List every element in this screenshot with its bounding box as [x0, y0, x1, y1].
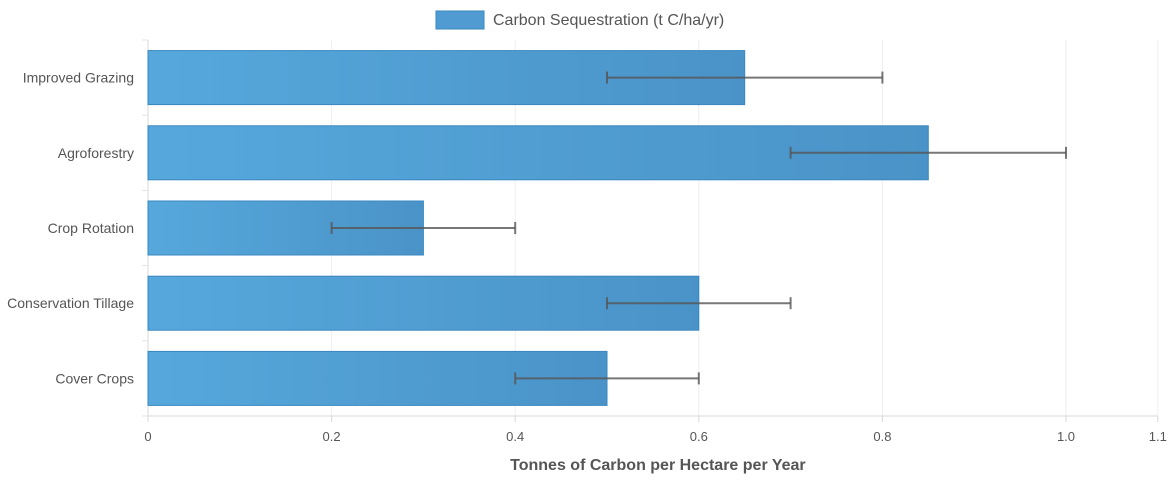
legend-label: Carbon Sequestration (t C/ha/yr)	[493, 12, 724, 29]
category-label: Improved Grazing	[23, 70, 134, 86]
legend-swatch	[435, 10, 485, 30]
x-tick-label: 1.0	[1057, 429, 1075, 444]
x-tick-label: 0.2	[323, 429, 341, 444]
category-label: Cover Crops	[55, 370, 134, 386]
x-tick-label: 0.6	[690, 429, 708, 444]
x-tick-label: 0.8	[873, 429, 891, 444]
error-bars	[330, 71, 1067, 385]
category-label: Crop Rotation	[48, 220, 134, 236]
bars	[147, 50, 929, 406]
axes: 0 0.2 0.4 0.6 0.8 1.0 1.1 Improved Grazing Agrof…	[7, 39, 1167, 444]
x-tick-label: 0	[144, 429, 151, 444]
category-label: Agroforestry	[58, 145, 134, 161]
x-tick-label: 1.1	[1149, 429, 1167, 444]
category-label: Conservation Tillage	[7, 295, 134, 311]
x-axis-title: Tonnes of Carbon per Hectare per Year	[510, 457, 806, 474]
legend[interactable]: Carbon Sequestration (t C/ha/yr)	[435, 10, 724, 30]
x-tick-label: 0.4	[506, 429, 524, 444]
